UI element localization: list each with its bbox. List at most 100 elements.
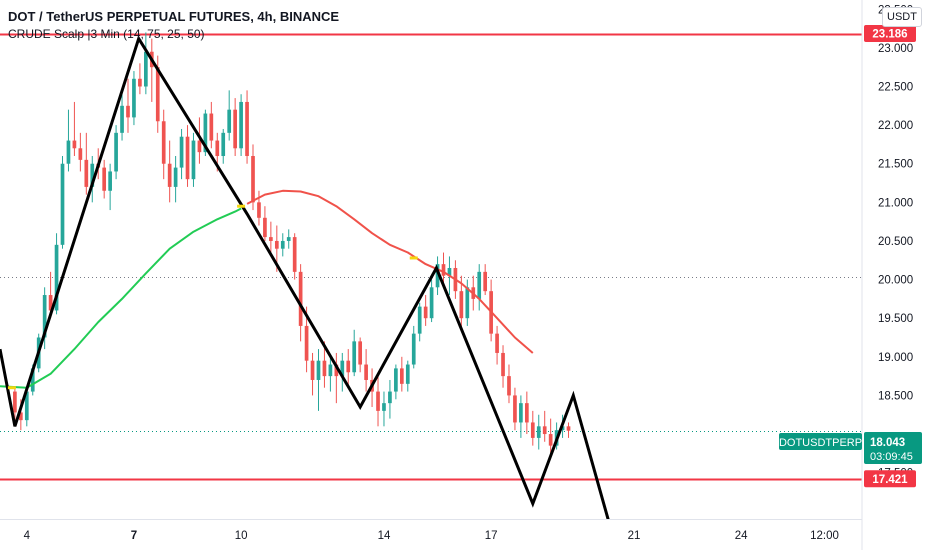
candle-body xyxy=(477,271,482,299)
candle-body xyxy=(90,163,95,187)
time-axis[interactable] xyxy=(0,519,862,550)
candle-body xyxy=(144,51,148,87)
candle-body xyxy=(42,295,47,338)
candle xyxy=(102,159,107,199)
ma-line-slow xyxy=(246,189,534,354)
candle xyxy=(328,356,333,392)
candle-body xyxy=(233,109,237,149)
symbol-tag-bg xyxy=(779,433,862,450)
candle xyxy=(548,418,553,454)
resistance-tag-bg xyxy=(864,25,916,43)
candle xyxy=(233,98,237,157)
candle-body xyxy=(114,132,118,172)
candle xyxy=(566,422,571,438)
candle-body xyxy=(423,306,428,319)
candle-body xyxy=(388,391,392,404)
candle-body xyxy=(346,360,351,373)
candle xyxy=(519,395,523,438)
candle xyxy=(542,410,547,442)
candle-body xyxy=(102,167,107,191)
zigzag-pattern-line[interactable] xyxy=(0,35,612,528)
candle-body xyxy=(138,78,142,87)
candle-body xyxy=(376,391,380,411)
candle-body xyxy=(292,237,297,272)
candle xyxy=(54,233,59,315)
candle-body xyxy=(340,360,345,377)
candle xyxy=(394,364,398,400)
candle xyxy=(495,325,499,365)
candle-body xyxy=(126,105,130,118)
candle xyxy=(179,128,184,180)
candle xyxy=(221,128,226,164)
candle xyxy=(138,63,142,95)
candle xyxy=(161,109,166,180)
candle-body xyxy=(358,341,363,365)
candle-body xyxy=(483,271,488,292)
candle-body xyxy=(286,237,291,241)
candle-body xyxy=(167,163,172,187)
candle xyxy=(334,352,339,404)
candle-body xyxy=(441,264,446,276)
candle-body xyxy=(245,101,249,157)
candle xyxy=(72,101,77,157)
candle xyxy=(60,156,65,249)
candle-body xyxy=(263,217,267,238)
candle-body xyxy=(429,287,434,319)
candle xyxy=(292,233,297,280)
candle-body xyxy=(185,136,190,180)
candle-body xyxy=(405,364,410,384)
price-tick-label: 22.500 xyxy=(878,82,913,94)
candle xyxy=(340,352,345,392)
candle xyxy=(310,352,315,396)
time-tick-label: 7 xyxy=(131,530,137,542)
candle xyxy=(524,391,529,435)
symbol-price-tag: DOTUSDTPERP xyxy=(779,433,862,450)
candle-body xyxy=(221,132,226,157)
candle xyxy=(132,71,136,126)
candle xyxy=(483,264,488,296)
candle xyxy=(536,414,541,450)
symbol-title[interactable]: DOT / TetherUS PERPETUAL FUTURES, 4h, BI… xyxy=(8,9,340,24)
candle-body xyxy=(24,391,29,421)
candle-body xyxy=(155,67,160,122)
pattern-drawing[interactable] xyxy=(0,35,612,528)
time-tick-label: 24 xyxy=(735,530,748,542)
candle xyxy=(477,264,482,311)
candle xyxy=(263,206,267,241)
candle xyxy=(13,386,17,421)
indicator-label[interactable]: CRUDE Scalp |3 Min (14, 75, 25, 50) xyxy=(8,27,205,41)
price-tick-label: 21.000 xyxy=(878,197,913,209)
candle-body xyxy=(84,159,89,187)
candle xyxy=(358,337,363,373)
currency-button[interactable]: USDT xyxy=(882,7,922,27)
candle-body xyxy=(280,240,285,249)
candle xyxy=(423,295,428,326)
resistance-tag-label: 23.186 xyxy=(872,29,907,41)
candle xyxy=(346,349,351,388)
candle-body xyxy=(132,78,136,118)
candle-body xyxy=(524,403,529,423)
time-tick-label: 14 xyxy=(378,530,391,542)
cross-markers xyxy=(7,204,418,390)
candle-body xyxy=(501,352,505,377)
candle-body xyxy=(566,426,571,431)
price-tick-label: 22.000 xyxy=(878,120,913,132)
candle xyxy=(322,341,327,388)
price-tick-label: 18.500 xyxy=(878,390,913,402)
candle-body xyxy=(203,113,208,153)
price-tick-label: 21.500 xyxy=(878,159,913,171)
candle-body xyxy=(304,325,309,361)
candle xyxy=(144,32,148,95)
candle-body xyxy=(251,156,255,203)
candle-body xyxy=(13,391,17,413)
candle-body xyxy=(257,202,261,218)
candle xyxy=(167,140,172,203)
candle xyxy=(316,349,321,411)
time-tick-label: 21 xyxy=(628,530,641,542)
chart-legend: DOT / TetherUS PERPETUAL FUTURES, 4h, BI… xyxy=(8,8,339,43)
last-price-tag: 18.043 03:09:45 xyxy=(864,432,922,464)
candle xyxy=(42,287,47,350)
candle-body xyxy=(269,237,273,241)
